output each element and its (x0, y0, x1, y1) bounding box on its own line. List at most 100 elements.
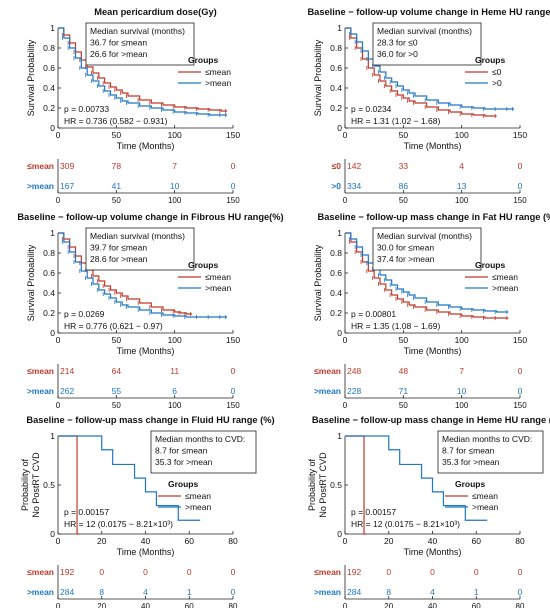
median-box-line: Median survival (months) (377, 231, 472, 241)
risk-value: 167 (60, 181, 74, 191)
median-box (85, 227, 195, 271)
risk-value: 71 (399, 386, 409, 396)
risk-value: 142 (347, 161, 361, 171)
y-tick-label: 0 (337, 529, 342, 539)
risk-value: 0 (143, 567, 148, 577)
survival-curve-2 (58, 27, 228, 116)
y-tick-label: 0.5 (43, 480, 55, 490)
risk-value: 0 (518, 366, 523, 376)
legend-label: >mean (205, 283, 231, 293)
legend-title: Groups (188, 260, 218, 270)
risk-x-tick-label: 0 (56, 401, 61, 410)
risk-value: 0 (99, 567, 104, 577)
risk-x-tick-label: 100 (168, 196, 182, 205)
risk-row-label: >mean (314, 587, 341, 597)
median-box-line: Median survival (months) (90, 26, 185, 36)
x-tick-label: 0 (56, 536, 61, 546)
y-tick-label: 0.6 (330, 268, 342, 278)
x-axis-label: Time (Months) (404, 141, 462, 151)
x-tick-label: 80 (515, 536, 525, 546)
risk-value: 33 (399, 161, 409, 171)
median-box-line: 36.0 for >0 (377, 49, 418, 59)
median-box (150, 430, 257, 474)
risk-value: 0 (518, 181, 523, 191)
median-box-line: Median months to CVD: (155, 434, 245, 444)
risk-value: 0 (386, 567, 391, 577)
survival-curve-1 (345, 27, 497, 117)
x-axis-label: Time (Months) (117, 547, 175, 557)
x-axis-label: Time (Months) (117, 141, 175, 151)
y-axis-label: Probability of (307, 458, 317, 511)
y-axis-label: Probability of (20, 458, 30, 511)
median-box-line: 30.0 for ≤mean (377, 243, 434, 253)
x-tick-label: 20 (384, 536, 394, 546)
y-tick-label: 0.4 (43, 83, 55, 93)
y-axis-label: Survival Probability (313, 39, 323, 116)
km-panel-1: Mean pericardium dose(Gy)00.20.40.60.810… (26, 7, 240, 205)
x-tick-label: 60 (472, 536, 482, 546)
p-value: p = 0.00733 (64, 104, 109, 114)
hazard-ratio: HR = 0.776 (0.621 − 0.97) (64, 321, 163, 331)
median-box-line: Median survival (months) (377, 26, 472, 36)
risk-x-tick-label: 0 (343, 401, 348, 410)
x-tick-label: 150 (226, 130, 240, 140)
km-panel-5: Baseline − follow-up mass change in Flui… (20, 415, 275, 608)
risk-row-label: >mean (27, 386, 54, 396)
risk-x-tick-label: 150 (226, 401, 240, 410)
legend-label: ≤mean (205, 67, 231, 77)
y-tick-label: 0.2 (43, 308, 55, 318)
y-axis-label: Survival Probability (26, 244, 36, 321)
risk-value: 0 (518, 567, 523, 577)
km-panel-3: Baseline − follow-up volume change in Fi… (17, 212, 283, 410)
y-tick-label: 0 (50, 123, 55, 133)
y-tick-label: 1 (337, 431, 342, 441)
risk-value: 0 (518, 161, 523, 171)
risk-value: 192 (60, 567, 74, 577)
legend-title: Groups (188, 55, 218, 65)
km-panel-2: Baseline − follow-up volume change in He… (307, 7, 550, 205)
y-axis-label: No PostRT CVD (318, 452, 328, 518)
legend-title: Groups (475, 260, 505, 270)
survival-curve-2 (345, 232, 509, 313)
legend-label: ≤0 (492, 67, 502, 77)
risk-value: 248 (347, 366, 361, 376)
y-axis-label: Survival Probability (26, 39, 36, 116)
x-tick-label: 50 (112, 335, 122, 345)
risk-x-tick-label: 150 (513, 401, 527, 410)
x-tick-label: 150 (226, 335, 240, 345)
median-box (437, 430, 544, 474)
risk-value: 0 (231, 567, 236, 577)
risk-value: 86 (399, 181, 409, 191)
median-box-line: 39.7 for ≤mean (90, 243, 147, 253)
risk-row-label: >mean (27, 587, 54, 597)
y-tick-label: 0.2 (330, 103, 342, 113)
x-tick-label: 50 (399, 130, 409, 140)
x-tick-label: 50 (112, 130, 122, 140)
risk-x-tick-label: 50 (399, 401, 408, 410)
hazard-ratio: HR = 0.736 (0.582 − 0.931) (64, 116, 168, 126)
survival-curve-2 (58, 232, 228, 318)
risk-value: 10 (170, 181, 180, 191)
risk-x-tick-label: 80 (516, 602, 525, 608)
risk-row-label: ≤mean (314, 366, 341, 376)
risk-value: 284 (347, 587, 361, 597)
survival-curve-2 (345, 435, 488, 521)
legend-label: >mean (492, 283, 518, 293)
y-tick-label: 1 (50, 23, 55, 33)
risk-x-tick-label: 100 (455, 196, 469, 205)
legend-title: Groups (455, 479, 485, 489)
risk-x-tick-label: 100 (168, 401, 182, 410)
x-tick-label: 0 (56, 130, 61, 140)
median-box-line: 8.7 for ≤mean (155, 446, 208, 456)
risk-value: 4 (430, 587, 435, 597)
risk-x-tick-label: 50 (112, 401, 121, 410)
x-tick-label: 150 (513, 130, 527, 140)
risk-value: 334 (347, 181, 361, 191)
risk-value: 0 (430, 567, 435, 577)
risk-row-label: ≤mean (27, 567, 54, 577)
y-tick-label: 0.8 (43, 248, 55, 258)
risk-value: 6 (172, 386, 177, 396)
risk-value: 13 (457, 181, 467, 191)
legend-label: ≤mean (185, 491, 211, 501)
survival-curve-1 (345, 232, 509, 319)
